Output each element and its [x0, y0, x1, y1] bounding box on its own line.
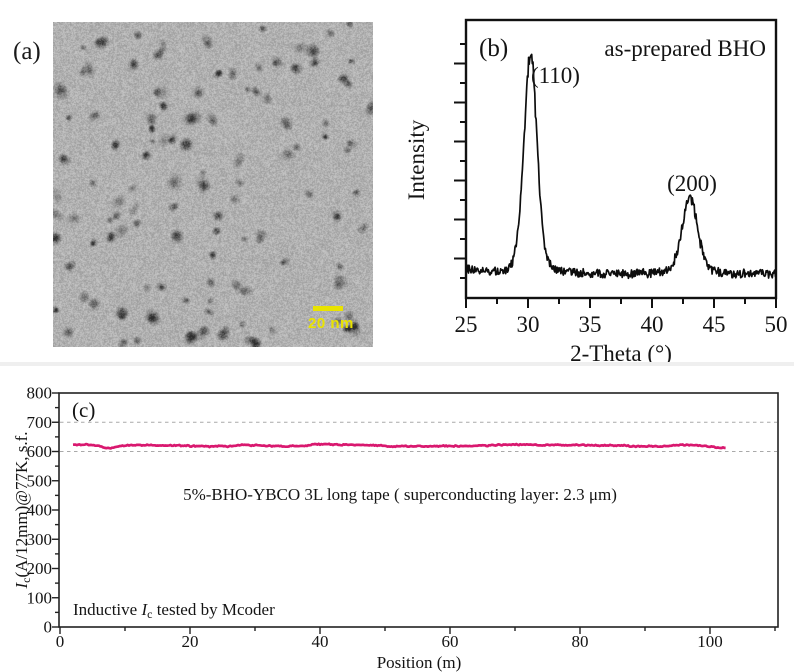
c-y-tick-label: 0 — [44, 618, 53, 637]
c-note-suffix: tested by Mcoder — [152, 600, 275, 619]
c-y-tick-label: 400 — [27, 501, 53, 520]
tem-scale-bar — [313, 306, 343, 311]
ic-curve — [72, 442, 726, 450]
panel-a-label: (a) — [13, 38, 41, 65]
c-y-tick-label: 100 — [27, 588, 53, 607]
c-ylabel-rest: (A/12mm)@77K, s.f. — [12, 432, 31, 578]
xrd-curve — [465, 53, 777, 280]
c-x-tick-label: 80 — [572, 632, 589, 651]
panel-b-label: (b) — [479, 35, 508, 62]
c-y-tick-label: 500 — [27, 471, 53, 490]
c-y-tick-label: 600 — [27, 442, 53, 461]
c-x-tick-label: 20 — [182, 632, 199, 651]
c-x-tick-label: 0 — [56, 632, 65, 651]
b-x-axis-title: 2-Theta (°) — [570, 341, 672, 366]
c-note-symbol: I — [140, 600, 148, 619]
panel-c-frame — [58, 392, 779, 628]
c-y-tick-label: 300 — [27, 530, 53, 549]
b-x-tick-label: 35 — [579, 312, 602, 337]
panel-c-chart: (c) 0 100 200 300 400 500 600 700 800 0 … — [12, 384, 779, 672]
tem-scale-bar-label: 20 nm — [308, 315, 354, 332]
c-note-prefix: Inductive — [73, 600, 141, 619]
b-y-axis-ticks — [454, 43, 466, 279]
c-x-tick-label: 60 — [442, 632, 459, 651]
b-x-tick-label: 45 — [703, 312, 726, 337]
c-note-sub: c — [147, 607, 152, 621]
panel-c-label: (c) — [72, 398, 95, 422]
b-x-tick-label: 30 — [517, 312, 540, 337]
c-y-axis-ticks — [52, 392, 59, 628]
c-y-tick-label: 700 — [27, 413, 53, 432]
c-note: Inductive Ic tested by Mcoder — [73, 600, 275, 621]
panel-divider — [0, 362, 794, 366]
c-x-axis-title: Position (m) — [377, 653, 462, 672]
c-annotation: 5%-BHO-YBCO 3L long tape ( superconducti… — [183, 485, 617, 504]
b-x-tick-label: 25 — [455, 312, 478, 337]
c-ylabel-symbol: I — [12, 581, 31, 589]
tem-image — [53, 22, 373, 347]
b-x-tick-label: 50 — [765, 312, 788, 337]
c-y-tick-label: 800 — [27, 384, 53, 403]
c-y-axis-title: Ic(A/12mm)@77K, s.f. — [12, 432, 33, 590]
panel-b-annotation: as-prepared BHO — [604, 36, 766, 61]
b-x-tick-label: 40 — [641, 312, 664, 337]
peak-110-label: (110) — [531, 63, 580, 88]
b-x-axis-ticks — [465, 298, 777, 308]
c-ylabel-sub: c — [19, 577, 33, 582]
c-x-tick-label: 40 — [312, 632, 329, 651]
peak-200-label: (200) — [667, 171, 717, 196]
c-x-tick-label: 100 — [697, 632, 723, 651]
c-y-tick-label: 200 — [27, 559, 53, 578]
b-y-axis-title: Intensity — [404, 119, 429, 200]
panel-b-chart: (b) as-prepared BHO (110) (200) 25 30 35… — [404, 18, 788, 366]
c-x-axis-ticks — [59, 627, 776, 634]
